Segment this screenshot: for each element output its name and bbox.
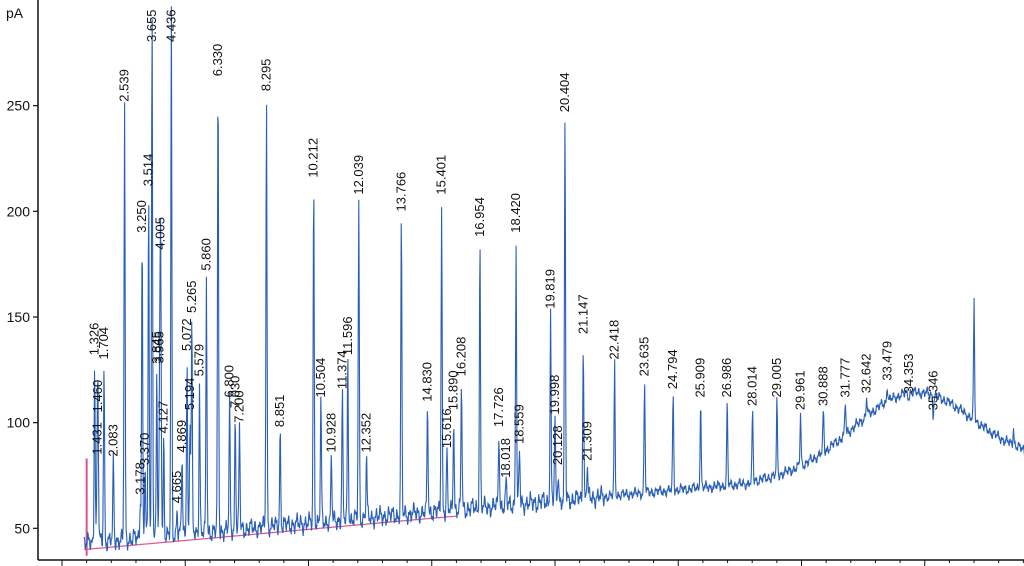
peak-label: 5.194 <box>182 378 197 411</box>
peak-label: 6.800 <box>222 365 237 398</box>
peak-label: 30.888 <box>815 366 830 406</box>
axis-layer: pA <box>6 0 1024 561</box>
peak-label: 12.352 <box>358 413 373 453</box>
peak-label: 1.460 <box>90 380 105 413</box>
peak-label: 26.986 <box>719 358 734 398</box>
peak-label: 6.330 <box>210 44 225 77</box>
peak-label: 4.665 <box>169 471 184 504</box>
trace-layer <box>83 6 1024 552</box>
peak-label: 4.127 <box>156 401 171 434</box>
peak-label: 15.401 <box>434 155 449 195</box>
peak-label: 29.005 <box>769 358 784 398</box>
peak-label: 10.212 <box>306 138 321 178</box>
peak-label: 28.014 <box>744 366 759 406</box>
peak-label: 10.928 <box>323 413 338 453</box>
peak-label: 20.404 <box>557 72 572 112</box>
y-tick-label: 250 <box>7 98 31 114</box>
peak-label: 3.845 <box>149 331 164 364</box>
peak-label: 29.961 <box>792 370 807 410</box>
peak-label: 35.346 <box>925 370 940 410</box>
peak-label: 14.830 <box>420 362 435 402</box>
peak-label: 21.309 <box>579 421 594 461</box>
peak-label: 19.819 <box>542 269 557 309</box>
peak-label: 7.030 <box>227 376 242 409</box>
peak-label: 1.326 <box>87 323 102 356</box>
peak-label: 12.039 <box>351 155 366 195</box>
peak-label: 24.794 <box>665 349 680 389</box>
y-axis-label: pA <box>6 5 24 21</box>
peak-label: 4.869 <box>174 420 189 453</box>
peak-label: 31.777 <box>837 358 852 398</box>
tick-layer: 50 100 150 200 250 <box>7 98 1024 566</box>
y-tick-label: 100 <box>7 415 31 431</box>
peak-label: 25.909 <box>693 358 708 398</box>
peak-label: 5.072 <box>179 318 194 351</box>
peak-label: 2.539 <box>117 69 132 102</box>
peak-label: 4.436 <box>163 9 178 42</box>
peak-label: 32.642 <box>859 354 874 394</box>
y-tick-label: 50 <box>14 520 30 536</box>
peak-label: 11.374 <box>334 350 349 389</box>
peak-label: 23.635 <box>637 337 652 377</box>
peak-label: 16.208 <box>453 337 468 377</box>
peak-label: 20.128 <box>550 425 565 465</box>
y-tick-label: 200 <box>7 203 31 219</box>
peak-label: 3.965 <box>152 331 167 364</box>
peak-label: 2.083 <box>105 424 120 457</box>
peak-label: 17.726 <box>491 387 506 427</box>
peak-label: 3.514 <box>141 154 156 187</box>
peak-label: 16.954 <box>472 197 487 237</box>
peak-label: 3.250 <box>134 200 149 233</box>
peak-label: 18.559 <box>512 404 527 444</box>
peak-label: 18.018 <box>498 438 513 478</box>
peak-label: 3.655 <box>144 9 159 42</box>
peak-label: 18.420 <box>508 193 523 233</box>
chromatogram-trace <box>83 6 1024 552</box>
peak-label: 33.479 <box>879 341 894 381</box>
peak-label: 10.504 <box>313 358 328 398</box>
peak-label: 8.295 <box>258 59 273 92</box>
peak-label: 15.890 <box>446 370 461 410</box>
peak-label: 11.596 <box>340 316 355 355</box>
peak-label: 34.353 <box>901 354 916 394</box>
peak-label: 5.579 <box>191 344 206 377</box>
peak-label: 19.998 <box>547 375 562 415</box>
peak-label: 5.265 <box>184 280 199 313</box>
peak-label: 1.431 <box>89 422 104 455</box>
y-tick-label: 150 <box>7 309 31 325</box>
peak-label: 3.178 <box>132 462 147 495</box>
peak-label: 5.860 <box>198 238 213 271</box>
peak-label: 13.766 <box>393 172 408 212</box>
peak-label: 21.147 <box>575 294 590 334</box>
peak-label: 15.616 <box>439 408 454 448</box>
peak-label: 3.370 <box>137 433 152 466</box>
peak-label-layer: 1.326 1.431 1.460 1.704 2.083 2.539 3.178 3.250… <box>87 9 941 503</box>
peak-label: 8.851 <box>272 395 287 428</box>
peak-label: 22.418 <box>607 320 622 360</box>
peak-label: 7.200 <box>231 390 246 423</box>
peak-label: 1.704 <box>96 327 111 360</box>
peak-label: 4.005 <box>153 217 168 250</box>
